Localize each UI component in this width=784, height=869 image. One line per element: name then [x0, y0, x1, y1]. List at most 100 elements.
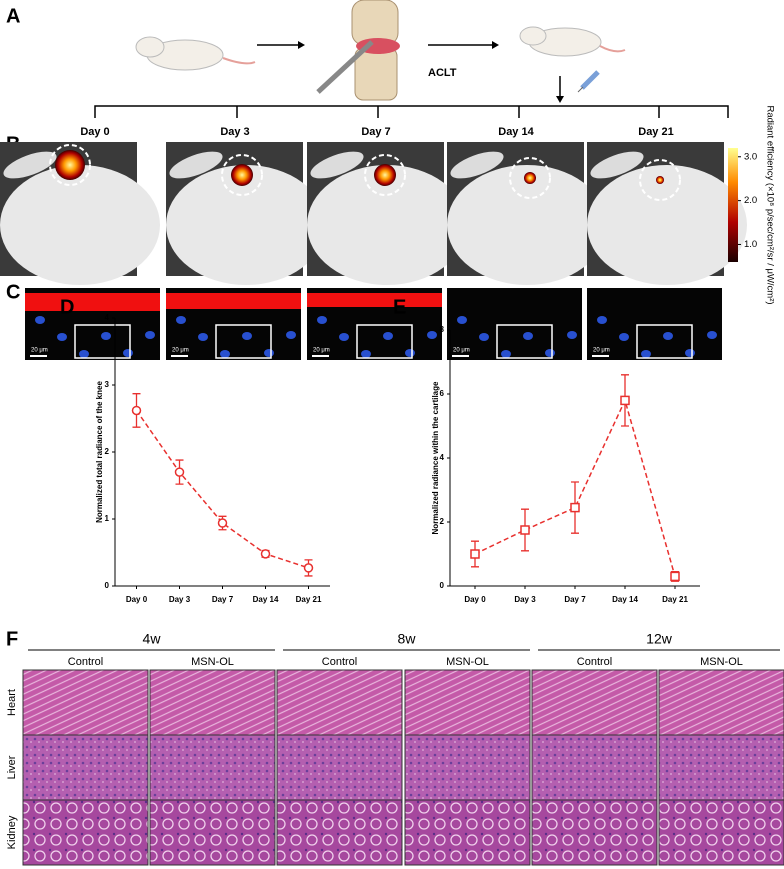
- x-tick-label: Day 3: [169, 595, 191, 604]
- colorbar: [728, 148, 738, 262]
- x-tick-label: Day 14: [253, 595, 279, 604]
- panel-label: F: [6, 628, 18, 650]
- nucleus: [479, 333, 489, 341]
- histology-image: [22, 669, 149, 736]
- x-tick-label: Day 14: [612, 595, 638, 604]
- signal: [374, 164, 396, 186]
- group-label: Control: [68, 656, 103, 668]
- histology-image: [658, 799, 784, 866]
- nucleus: [707, 331, 717, 339]
- panel-label: E: [393, 296, 406, 318]
- knee: [316, 0, 400, 101]
- nucleus: [567, 331, 577, 339]
- data-point: [620, 395, 630, 406]
- group-label: MSN-OL: [191, 656, 234, 668]
- histology-image: [149, 734, 276, 801]
- day-label: Day 14: [498, 126, 534, 138]
- organ-label: Liver: [6, 755, 18, 779]
- charts: D Normalized total radiance of the knee 0 1…: [60, 296, 700, 604]
- animal-leg: [169, 151, 223, 179]
- nucleus: [145, 331, 155, 339]
- data-point: [303, 563, 314, 573]
- scale-bar-label: 20 μm: [593, 348, 610, 354]
- day-label: Day 0: [80, 126, 109, 138]
- group-label: MSN-OL: [446, 656, 489, 668]
- roi-circle: [364, 154, 406, 196]
- colorbar-title: Radiant efficiency (×10⁸ p/sec/cm²/sr / …: [764, 105, 775, 304]
- data-point: [670, 571, 680, 582]
- nucleus: [427, 331, 437, 339]
- histology-image: [404, 734, 531, 801]
- data-point: [131, 405, 142, 416]
- arrow-head: [556, 96, 564, 103]
- histology-image: [276, 799, 403, 866]
- nucleus: [597, 316, 607, 324]
- zoom-box: [496, 324, 553, 359]
- nucleus: [242, 332, 252, 340]
- x-tick-label: Day 7: [212, 595, 234, 604]
- nucleus: [286, 331, 296, 339]
- animal-body: [307, 165, 467, 285]
- roi-circle: [639, 159, 681, 201]
- nucleus: [523, 332, 533, 340]
- nucleus: [35, 316, 45, 324]
- zoom-box: [356, 324, 413, 359]
- organ-label: Kidney: [6, 815, 18, 849]
- syringe: [577, 70, 600, 93]
- x-tick-label: Day 21: [296, 595, 322, 604]
- nucleus: [685, 349, 695, 357]
- colorbar-tick-label: 3.0: [744, 151, 757, 162]
- nucleus: [57, 333, 67, 341]
- histology-image: [276, 669, 403, 736]
- zoom-box: [215, 324, 272, 359]
- arrow-head: [298, 41, 305, 49]
- nucleus: [457, 316, 467, 324]
- organ-label: Heart: [6, 689, 18, 716]
- histology-image: [22, 799, 149, 866]
- animal-leg: [590, 151, 644, 179]
- data-point: [570, 502, 580, 513]
- nucleus: [101, 332, 111, 340]
- y-tick-label: 6: [440, 389, 445, 398]
- nucleus: [123, 349, 133, 357]
- y-tick-label: 0: [105, 581, 110, 590]
- timepoint-label: 12w: [646, 631, 673, 647]
- histology-image: [149, 669, 276, 736]
- scale-bar-label: 20 μm: [313, 348, 330, 354]
- signal: [656, 176, 664, 184]
- panel-label: C: [6, 281, 20, 303]
- histology-image: [531, 734, 658, 801]
- histology: [22, 669, 784, 866]
- roi-circle: [509, 157, 551, 199]
- scale-bar-label: 20 μm: [453, 348, 470, 354]
- fluorescence-image: [587, 288, 722, 360]
- nucleus: [264, 349, 274, 357]
- zoom-box: [636, 324, 693, 359]
- x-tick-label: Day 7: [564, 595, 586, 604]
- histology-image: [22, 734, 149, 801]
- y-tick-label: 0: [440, 581, 445, 590]
- nucleus: [619, 333, 629, 341]
- colorbar-tick-label: 1.0: [744, 239, 757, 250]
- timeline-bracket: [94, 105, 729, 118]
- nucleus: [317, 316, 327, 324]
- y-tick-label: 4: [440, 453, 445, 462]
- nucleus: [79, 350, 89, 358]
- signal: [55, 150, 85, 180]
- y-tick-label: 3: [105, 380, 110, 389]
- y-axis-label: Normalized total radiance of the knee: [95, 381, 104, 523]
- nucleus: [339, 333, 349, 341]
- histology-image: [531, 799, 658, 866]
- group-label: MSN-OL: [700, 656, 743, 668]
- data-point: [217, 518, 228, 528]
- y-tick-label: 2: [105, 447, 110, 456]
- y-tick-label: 2: [440, 517, 445, 526]
- histology-image: [404, 799, 531, 866]
- y-tick-label: 1: [105, 514, 110, 523]
- y-tick-label: 4: [105, 313, 110, 322]
- rat: [519, 26, 626, 57]
- nucleus: [663, 332, 673, 340]
- signal: [524, 172, 536, 184]
- roi-circle: [221, 154, 263, 196]
